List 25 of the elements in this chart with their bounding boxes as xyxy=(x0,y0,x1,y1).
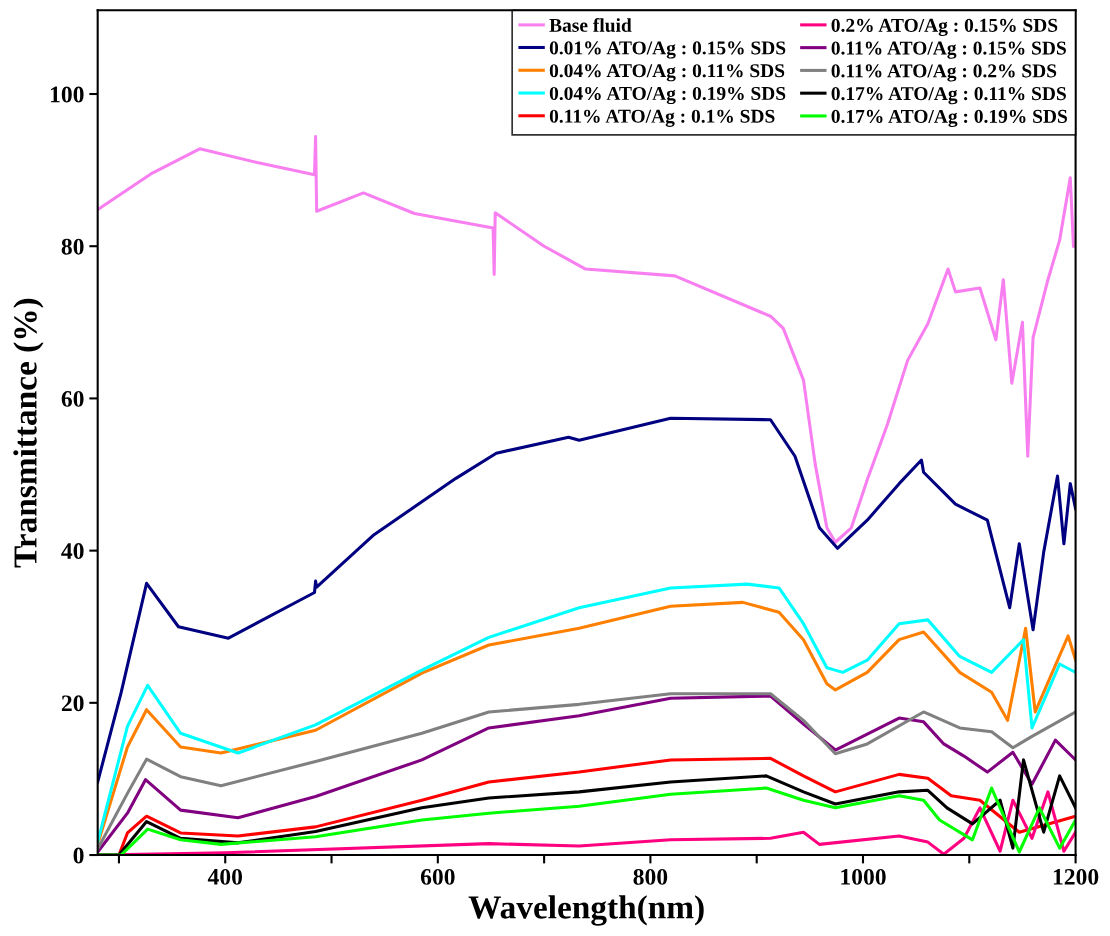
x-tick-label: 800 xyxy=(633,868,668,885)
legend-label: 0.17% ATO/Ag : 0.11% SDS xyxy=(831,87,1066,105)
legend-label: 0.2% ATO/Ag : 0.15% SDS xyxy=(831,18,1058,36)
x-tick-label: 400 xyxy=(207,868,243,885)
y-tick-label: 60 xyxy=(61,390,84,407)
legend-label: 0.17% ATO/Ag : 0.19% SDS xyxy=(831,109,1067,128)
y-axis-title: Transmittance (%) xyxy=(13,298,44,568)
line-series xyxy=(97,416,1076,784)
y-tick-label: 40 xyxy=(61,543,84,560)
legend-label: 0.01% ATO/Ag : 0.15% SDS xyxy=(549,41,786,59)
y-tick-label: 0 xyxy=(73,847,84,864)
y-tick-label: 20 xyxy=(61,695,84,712)
legend-label: 0.04% ATO/Ag : 0.11% SDS xyxy=(549,64,785,82)
line-series xyxy=(97,135,1075,544)
legend-label: 0.04% ATO/Ag : 0.19% SDS xyxy=(549,86,786,105)
y-tick-label: 80 xyxy=(61,238,84,255)
y-tick-label: 100 xyxy=(50,86,84,103)
x-tick-label: 1200 xyxy=(1053,868,1099,885)
legend-label: 0.11% ATO/Ag : 0.15% SDS xyxy=(831,41,1066,59)
x-axis-title: Wavelength(nm) xyxy=(468,895,704,926)
x-tick-label: 600 xyxy=(420,868,455,885)
legend-label: 0.11% ATO/Ag : 0.2% SDS xyxy=(831,64,1057,82)
legend-label: 0.11% ATO/Ag : 0.1% SDS xyxy=(549,109,775,127)
x-tick-label: 1000 xyxy=(841,868,886,885)
legend-label: Base fluid xyxy=(549,17,632,32)
